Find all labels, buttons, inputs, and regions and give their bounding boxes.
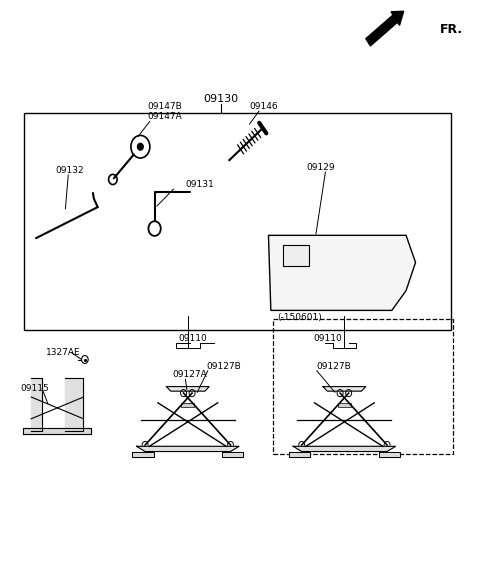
Polygon shape — [132, 451, 154, 457]
Text: 09115: 09115 — [21, 384, 49, 393]
Bar — [283, 245, 309, 266]
Polygon shape — [65, 378, 84, 431]
Text: 09131: 09131 — [185, 180, 214, 189]
Text: 09130: 09130 — [204, 94, 239, 104]
Polygon shape — [293, 446, 396, 451]
Text: 09127B: 09127B — [316, 362, 351, 371]
Text: 09127B: 09127B — [207, 362, 241, 371]
Polygon shape — [268, 235, 416, 311]
Polygon shape — [31, 378, 42, 431]
Text: (-150601): (-150601) — [277, 314, 322, 322]
Text: 09127A: 09127A — [173, 370, 207, 379]
Polygon shape — [137, 446, 239, 451]
Polygon shape — [222, 451, 243, 457]
Text: 09132: 09132 — [55, 166, 84, 175]
Text: 09147A: 09147A — [147, 112, 182, 121]
Bar — [24, 113, 451, 330]
Polygon shape — [323, 386, 366, 391]
FancyArrow shape — [366, 11, 404, 46]
Polygon shape — [379, 451, 400, 457]
Text: 09146: 09146 — [250, 102, 278, 111]
Text: 09110: 09110 — [313, 333, 342, 343]
Polygon shape — [167, 386, 209, 391]
Circle shape — [137, 143, 143, 150]
Bar — [338, 404, 351, 408]
Bar — [181, 404, 194, 408]
Text: 1327AE: 1327AE — [46, 348, 80, 357]
Text: 09110: 09110 — [179, 333, 207, 343]
Polygon shape — [289, 451, 310, 457]
Text: 09129: 09129 — [306, 163, 335, 172]
Text: FR.: FR. — [440, 23, 463, 35]
Bar — [273, 319, 454, 454]
Text: 09147B: 09147B — [147, 102, 182, 111]
Polygon shape — [24, 428, 91, 434]
